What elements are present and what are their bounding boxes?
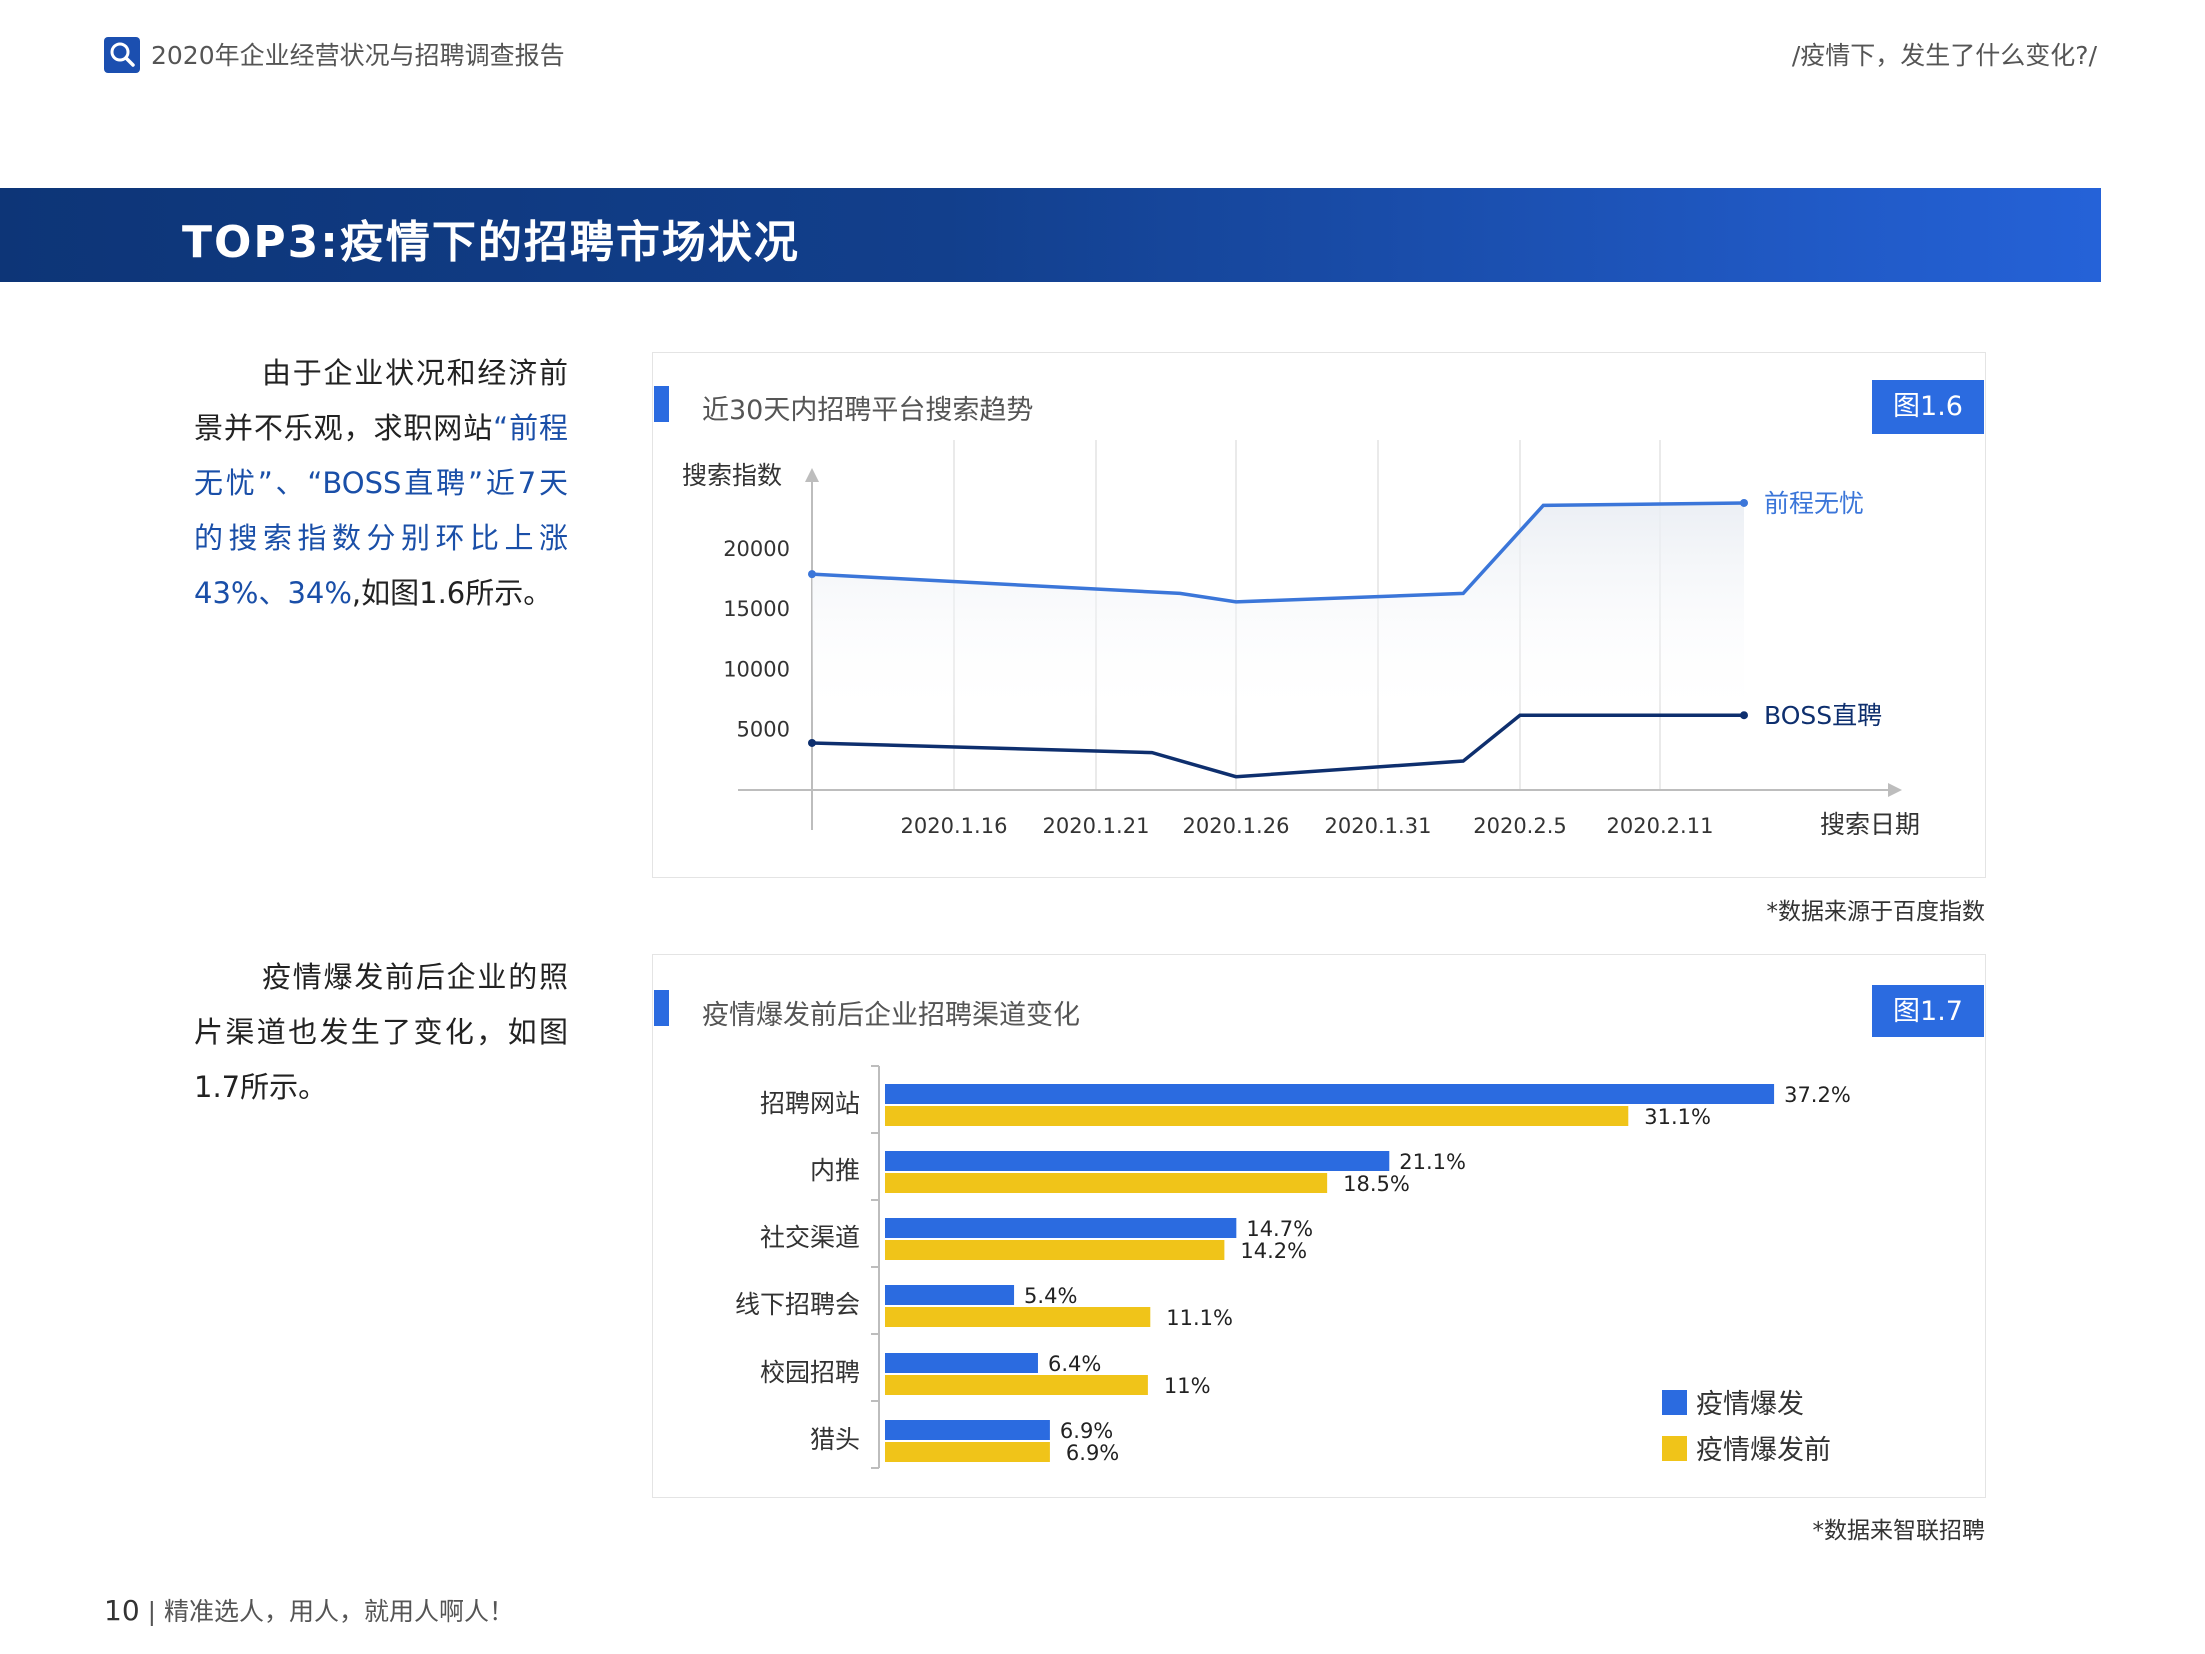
bar-value-label: 14.7% <box>1246 1217 1313 1241</box>
bar <box>885 1353 1038 1373</box>
series-point <box>1740 498 1748 507</box>
series-point <box>1740 711 1748 720</box>
paragraph-1-text-b: ,如图1.6所示。 <box>351 576 553 610</box>
bar-value-label: 37.2% <box>1784 1083 1851 1107</box>
x-tick-label: 2020.1.26 <box>1183 814 1290 838</box>
page-number: 10 <box>104 1594 140 1627</box>
bar <box>885 1420 1050 1440</box>
legend-swatch <box>1662 1436 1687 1461</box>
bar-value-label: 21.1% <box>1399 1150 1466 1174</box>
paragraph-1-text-a: 由于企业状况和经济前景并不乐观，求职网站 <box>194 356 568 445</box>
x-tick-label: 2020.2.5 <box>1473 814 1567 838</box>
paragraph-1: 由于企业状况和经济前景并不乐观，求职网站“前程无忧”、“BOSS直聘”近7天的搜… <box>194 346 568 621</box>
series-area <box>812 502 1744 724</box>
figure-1-marker <box>654 386 669 422</box>
category-label: 线下招聘会 <box>735 1290 860 1319</box>
legend-label: 疫情爆发前 <box>1696 1435 1831 1466</box>
bar-value-label: 31.1% <box>1644 1105 1711 1129</box>
y-axis-arrow <box>805 468 819 482</box>
bar <box>885 1084 1775 1104</box>
bar-value-label: 18.5% <box>1343 1172 1410 1196</box>
footer: 10 | 精准选人，用人，就用人啊人！ <box>104 1594 514 1627</box>
bar <box>885 1173 1328 1193</box>
x-tick-label: 2020.1.16 <box>901 814 1008 838</box>
figure-1-source: *数据来源于百度指数 <box>1766 899 1986 925</box>
bar <box>885 1375 1148 1395</box>
report-title: 2020年企业经营状况与招聘调查报告 <box>151 41 565 70</box>
bar-value-label: 5.4% <box>1024 1284 1077 1308</box>
series-line <box>811 713 1744 779</box>
bar <box>885 1106 1629 1126</box>
bar-value-label: 6.9% <box>1066 1441 1119 1465</box>
section-subtitle: /疫情下，发生了什么变化?/ <box>1791 41 2097 70</box>
section-banner <box>0 188 2101 282</box>
section-title: TOP3:疫情下的招聘市场状况 <box>182 217 800 268</box>
y-tick-label: 5000 <box>737 718 790 742</box>
x-axis-arrow <box>1888 783 1902 797</box>
paragraph-2: 疫情爆发前后企业的照片渠道也发生了变化，如图1.7所示。 <box>194 960 568 1104</box>
bar-value-label: 6.9% <box>1060 1419 1113 1443</box>
bar-value-label: 6.4% <box>1048 1352 1101 1376</box>
figure-1-badge: 图1.6 <box>1872 380 1984 434</box>
bar <box>885 1442 1050 1462</box>
legend-swatch <box>1662 1390 1687 1415</box>
series-label: BOSS直聘 <box>1764 701 1882 730</box>
x-tick-label: 2020.2.11 <box>1607 814 1714 838</box>
series-label: 前程无忧 <box>1764 489 1864 518</box>
bar <box>885 1307 1151 1327</box>
figure-2-badge: 图1.7 <box>1872 985 1984 1037</box>
category-label: 校园招聘 <box>760 1358 860 1387</box>
bar <box>885 1240 1225 1260</box>
x-axis-label: 搜索日期 <box>1820 810 1920 839</box>
figure-2-title: 疫情爆发前后企业招聘渠道变化 <box>702 1000 1080 1031</box>
x-tick-label: 2020.1.31 <box>1325 814 1432 838</box>
series-line <box>811 501 1745 604</box>
bar-value-label: 11% <box>1164 1374 1211 1398</box>
paragraph-1-highlight: “前程无忧”、“BOSS直聘”近7天的搜索指数分别环比上涨43%、34% <box>194 411 568 610</box>
category-label: 猎头 <box>810 1425 860 1454</box>
legend-label: 疫情爆发 <box>1696 1389 1804 1420</box>
category-label: 内推 <box>810 1156 860 1185</box>
x-tick-label: 2020.1.21 <box>1043 814 1150 838</box>
bar-chart: 招聘网站 37.2% 31.1% 内推 21.1%18.5% 社交渠道 14.7%14.2%… <box>735 1065 1851 1469</box>
footer-slogan: 精准选人，用人，就用人啊人！ <box>163 1597 514 1626</box>
search-icon <box>104 37 140 73</box>
y-axis-label: 搜索指数 <box>682 461 782 490</box>
bar-value-label: 11.1% <box>1166 1306 1233 1330</box>
figure-1-title: 近30天内招聘平台搜索趋势 <box>702 395 1034 426</box>
y-tick-label: 10000 <box>723 657 790 681</box>
bar <box>885 1218 1237 1238</box>
figure-2-panel <box>652 954 1986 1498</box>
series-point <box>808 570 816 579</box>
y-tick-label: 20000 <box>723 537 790 561</box>
series-point <box>808 738 816 747</box>
figure-2-source: *数据来智联招聘 <box>1812 1518 1986 1544</box>
bar-value-label: 14.2% <box>1240 1239 1307 1263</box>
figure-2-marker <box>654 990 669 1026</box>
category-label: 社交渠道 <box>760 1223 860 1252</box>
category-label: 招聘网站 <box>760 1089 860 1118</box>
bar <box>885 1285 1015 1305</box>
bar <box>885 1151 1390 1171</box>
y-tick-label: 15000 <box>723 597 790 621</box>
